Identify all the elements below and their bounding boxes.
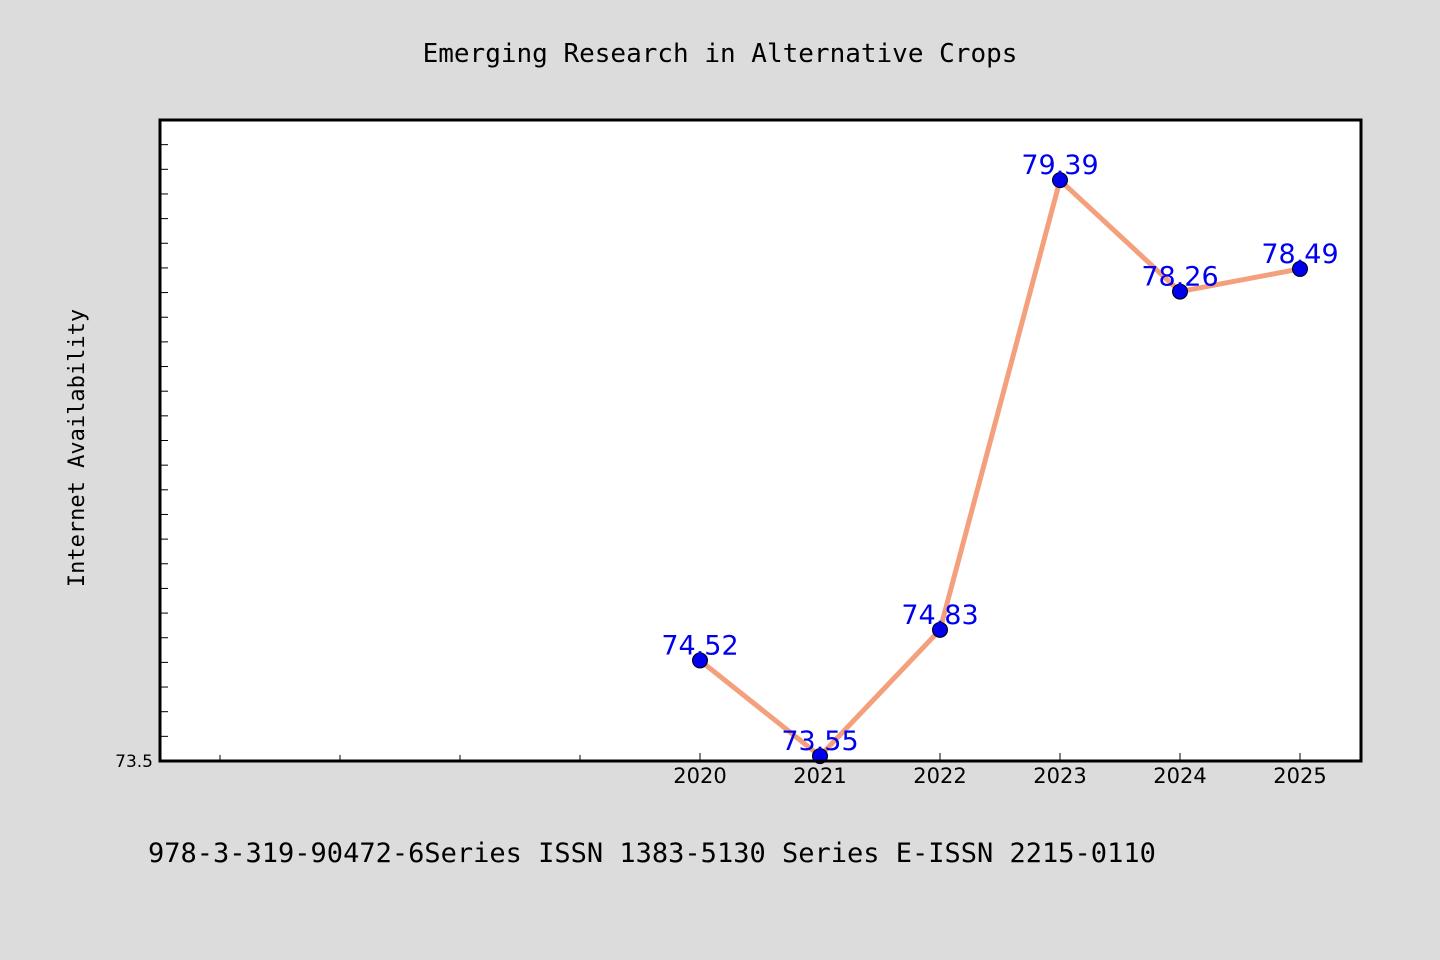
plot-area bbox=[160, 120, 1361, 761]
x-tick-label: 2024 bbox=[1153, 764, 1206, 788]
x-tick-label: 2020 bbox=[673, 764, 726, 788]
data-label-2022: 74.83 bbox=[901, 600, 978, 631]
y-tick-label: 73.5 bbox=[115, 752, 153, 772]
data-label-2025: 78.49 bbox=[1261, 239, 1338, 270]
plot-frame bbox=[158, 118, 1363, 763]
chart-title: Emerging Research in Alternative Crops bbox=[423, 39, 1018, 69]
data-point-2020 bbox=[692, 652, 708, 669]
x-tick-label: 2021 bbox=[793, 764, 846, 788]
series-polyline bbox=[697, 177, 1303, 759]
data-label-2023: 79.39 bbox=[1021, 150, 1098, 181]
y-tick-labels: 73.5 bbox=[115, 752, 153, 772]
data-point-2025 bbox=[1292, 260, 1308, 277]
data-label-2020: 74.52 bbox=[661, 630, 738, 661]
data-point-2022 bbox=[932, 621, 948, 638]
x-tick-label: 2022 bbox=[913, 764, 966, 788]
data-label-2021: 73.55 bbox=[781, 726, 858, 757]
y-axis-label: Internet Availability bbox=[65, 309, 90, 587]
data-point-2023 bbox=[1052, 172, 1068, 189]
x-tick-label: 2023 bbox=[1033, 764, 1086, 788]
x-tick-label: 2025 bbox=[1273, 764, 1326, 788]
data-labels: 74.52 73.55 74.83 79.39 78.26 78.49 bbox=[661, 150, 1338, 757]
data-point-2024 bbox=[1172, 283, 1188, 300]
data-label-2024: 78.26 bbox=[1141, 262, 1218, 293]
series-markers bbox=[692, 172, 1308, 765]
series-line bbox=[697, 177, 1303, 759]
footer-isbn-text: 978-3-319-90472-6Series ISSN 1383-5130 S… bbox=[148, 838, 1156, 869]
x-tick-labels: 2020 2021 2022 2023 2024 2025 bbox=[673, 764, 1326, 788]
